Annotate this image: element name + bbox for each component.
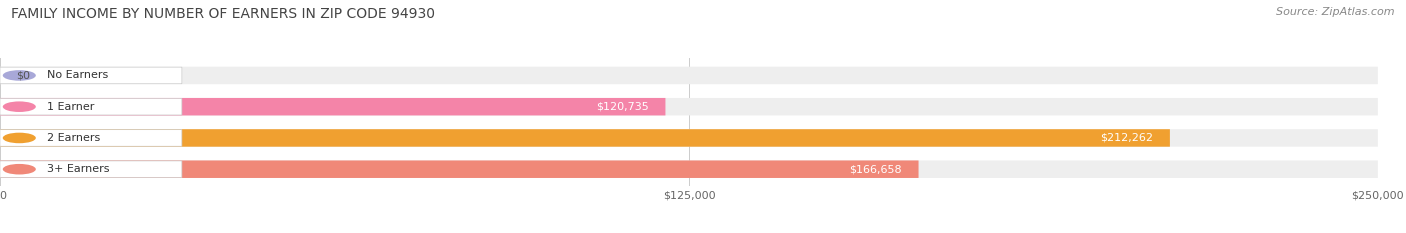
Text: 3+ Earners: 3+ Earners [46, 164, 110, 174]
Text: $166,658: $166,658 [849, 164, 903, 174]
FancyBboxPatch shape [0, 129, 1170, 147]
FancyBboxPatch shape [0, 129, 1378, 147]
Ellipse shape [3, 133, 35, 143]
FancyBboxPatch shape [0, 67, 181, 84]
Text: No Earners: No Earners [46, 70, 108, 80]
FancyBboxPatch shape [0, 98, 665, 115]
FancyBboxPatch shape [0, 98, 1378, 115]
Text: $212,262: $212,262 [1101, 133, 1153, 143]
Text: $120,735: $120,735 [596, 102, 650, 112]
FancyBboxPatch shape [0, 161, 918, 178]
Ellipse shape [3, 101, 35, 112]
Text: $0: $0 [17, 70, 31, 80]
Ellipse shape [3, 164, 35, 175]
Text: 1 Earner: 1 Earner [46, 102, 94, 112]
FancyBboxPatch shape [0, 161, 181, 178]
Ellipse shape [3, 70, 35, 81]
FancyBboxPatch shape [0, 98, 181, 115]
FancyBboxPatch shape [0, 67, 1378, 84]
FancyBboxPatch shape [0, 130, 181, 146]
Text: FAMILY INCOME BY NUMBER OF EARNERS IN ZIP CODE 94930: FAMILY INCOME BY NUMBER OF EARNERS IN ZI… [11, 7, 436, 21]
Text: Source: ZipAtlas.com: Source: ZipAtlas.com [1277, 7, 1395, 17]
FancyBboxPatch shape [0, 161, 1378, 178]
Text: 2 Earners: 2 Earners [46, 133, 100, 143]
